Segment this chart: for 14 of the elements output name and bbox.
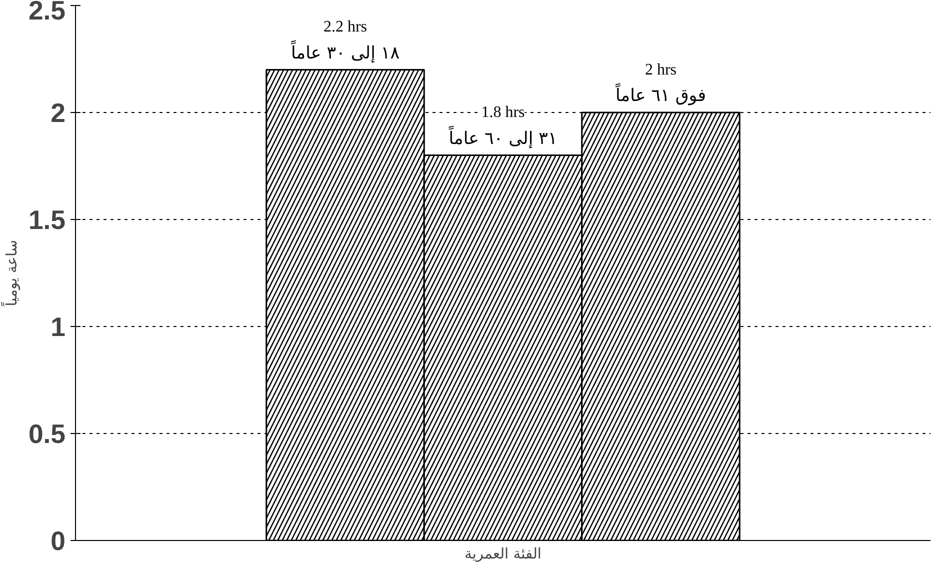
x-tick-label: ١٨ إلى ٣٠ عاماً [290,39,400,64]
y-tick-label: 1.5 [28,205,66,235]
y-axis-title: ساعة يومياً [0,240,20,307]
y-tick-label: 0.5 [28,419,66,449]
y-tick-label: 1 [50,312,66,342]
y-tick-label: 2.5 [28,0,66,26]
x-axis-title: الفئة العمرية [464,546,542,562]
x-tick-label: فوق ٦١ عاماً [614,82,706,106]
data-label: 2 hrs [644,61,677,78]
data-label: 1.8 hrs [481,104,525,122]
x-tick-label: ٣١ إلى ٦٠ عاماً [448,125,558,149]
y-tick-label: 2 [50,98,66,128]
data-label: 2.2 hrs [323,18,368,36]
y-tick-label: 0 [50,526,66,556]
